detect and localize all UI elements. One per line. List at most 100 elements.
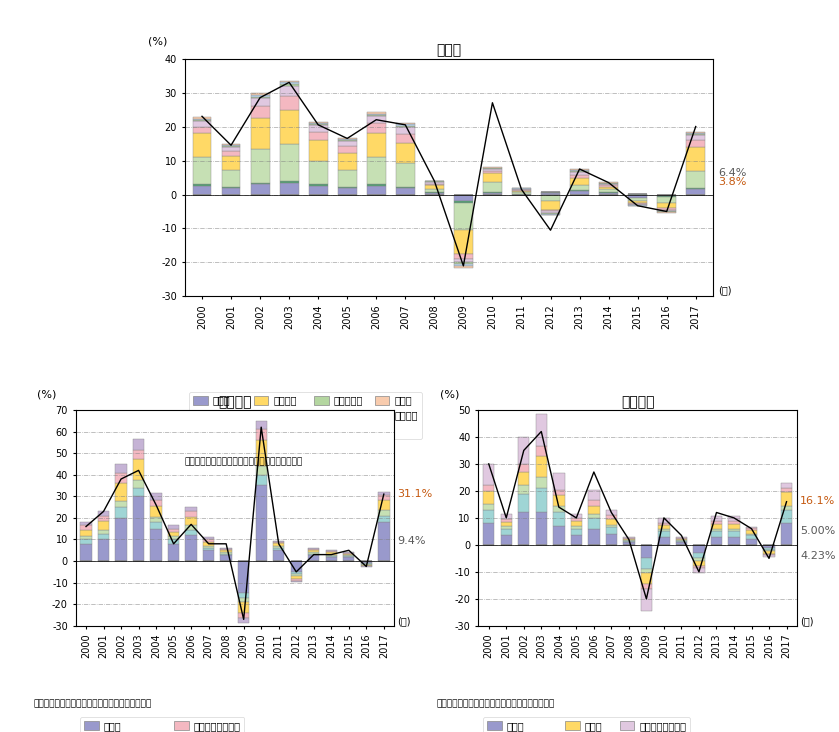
Bar (256, 430, 267, 440)
Bar (781, 509, 792, 523)
Bar (115, 483, 127, 501)
Bar (279, 83, 299, 84)
Bar (81, 544, 91, 561)
Title: 全業種: 全業種 (436, 43, 461, 57)
Bar (115, 518, 127, 561)
Bar (588, 514, 600, 518)
Bar (251, 97, 269, 106)
Bar (535, 512, 547, 545)
Bar (343, 553, 354, 555)
Bar (251, 184, 269, 195)
Bar (193, 133, 211, 157)
Bar (588, 529, 600, 545)
Title: 一般機械: 一般機械 (218, 395, 252, 408)
Bar (273, 542, 284, 546)
Bar (541, 201, 560, 210)
Bar (571, 169, 589, 170)
Bar (641, 569, 652, 573)
Bar (150, 493, 162, 499)
Bar (367, 184, 386, 186)
Bar (308, 555, 320, 561)
Bar (711, 516, 722, 521)
Bar (309, 140, 327, 160)
Bar (203, 546, 214, 548)
Bar (193, 121, 211, 122)
Bar (571, 185, 589, 190)
Bar (309, 160, 327, 184)
Bar (256, 440, 267, 466)
Bar (185, 512, 197, 517)
Bar (659, 537, 670, 545)
Bar (221, 555, 232, 561)
Bar (518, 485, 529, 493)
Bar (338, 139, 357, 140)
Bar (221, 549, 232, 550)
Bar (338, 146, 357, 153)
Bar (588, 518, 600, 529)
Bar (326, 557, 337, 561)
Bar (535, 414, 547, 447)
Bar (221, 548, 232, 549)
Bar (454, 230, 473, 254)
Text: (%): (%) (440, 389, 459, 399)
Bar (221, 151, 241, 156)
Bar (396, 163, 414, 187)
Bar (168, 537, 180, 539)
Bar (378, 499, 389, 510)
Bar (728, 537, 740, 545)
Bar (98, 530, 109, 534)
Bar (588, 501, 600, 506)
Text: 4.23%: 4.23% (800, 551, 836, 561)
Bar (675, 540, 687, 541)
Text: 資料：財務省「貿易統計」から経済産業省作成。: 資料：財務省「貿易統計」から経済産業省作成。 (34, 699, 152, 709)
Bar (326, 550, 337, 551)
Bar (657, 197, 676, 203)
Bar (763, 554, 774, 555)
Bar (454, 201, 473, 203)
Bar (193, 184, 211, 186)
Bar (279, 84, 299, 86)
Text: (%): (%) (37, 389, 56, 399)
Bar (168, 539, 180, 544)
Bar (308, 553, 320, 555)
Bar (279, 181, 299, 182)
Bar (273, 550, 284, 561)
Bar (150, 522, 162, 529)
Bar (606, 519, 617, 525)
Bar (571, 171, 589, 172)
Bar (675, 538, 687, 539)
Bar (659, 523, 670, 525)
Bar (343, 555, 354, 556)
Bar (367, 113, 386, 116)
Bar (98, 539, 109, 561)
Bar (623, 539, 634, 540)
Bar (657, 210, 676, 211)
Bar (553, 490, 565, 495)
Bar (454, 195, 473, 201)
Bar (686, 134, 705, 135)
Bar (168, 526, 180, 529)
Text: (%): (%) (148, 37, 167, 47)
Bar (501, 514, 512, 519)
Bar (512, 191, 531, 192)
Bar (571, 178, 589, 185)
Bar (454, 254, 473, 259)
Bar (367, 112, 386, 113)
Bar (588, 490, 600, 501)
Bar (221, 187, 241, 195)
Bar (512, 189, 531, 190)
Bar (541, 210, 560, 212)
Legend: その他, 電気回路等の機器, 電気計測機器, 通信機, 重電機器, 半導体等電子部品, 電気機器: その他, 電気回路等の機器, 電気計測機器, 通信機, 重電機器, 半導体等電子… (483, 717, 690, 732)
Bar (238, 619, 249, 623)
Bar (659, 525, 670, 529)
Text: 9.4%: 9.4% (398, 536, 426, 546)
Bar (290, 572, 302, 574)
Bar (541, 212, 560, 213)
Bar (425, 182, 444, 184)
Bar (396, 187, 414, 195)
Bar (338, 141, 357, 146)
Bar (686, 187, 705, 190)
Bar (659, 529, 670, 531)
Bar (133, 480, 144, 488)
Title: 電気機器: 電気機器 (621, 395, 654, 408)
